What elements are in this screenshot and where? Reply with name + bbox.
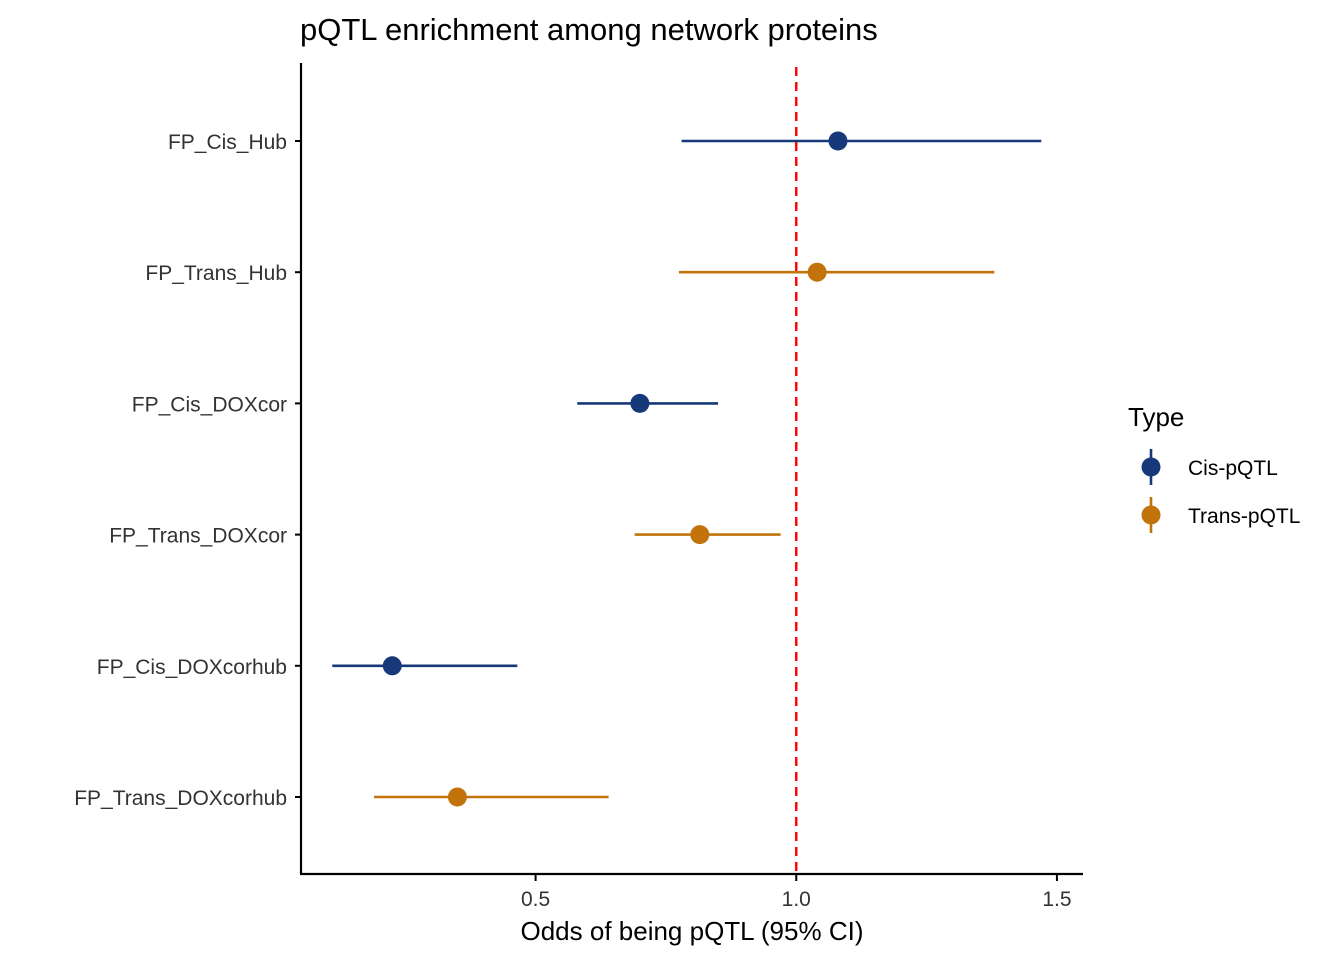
legend-key-point <box>1141 457 1161 477</box>
point-estimate <box>382 656 402 676</box>
legend-label: Cis-pQTL <box>1188 457 1278 480</box>
legend-title: Type <box>1128 402 1184 432</box>
x-tick-label: 1.5 <box>1042 888 1071 911</box>
y-tick-label: FP_Cis_DOXcorhub <box>97 656 287 679</box>
legend-key-point <box>1141 505 1161 525</box>
x-axis-title: Odds of being pQTL (95% CI) <box>521 916 864 946</box>
data-layer <box>332 131 1042 807</box>
point-estimate <box>807 262 827 282</box>
y-tick-label: FP_Cis_DOXcor <box>132 393 287 416</box>
y-tick-label: FP_Trans_DOXcor <box>109 525 287 548</box>
point-estimate <box>828 131 848 151</box>
legend-label: Trans-pQTL <box>1188 505 1300 528</box>
point-estimate <box>630 393 650 413</box>
y-axis: FP_Cis_Hub FP_Trans_Hub FP_Cis_DOXcor FP_Tr… <box>74 131 301 810</box>
x-axis: 0.5 1.0 1.5 <box>521 874 1072 911</box>
legend: Type Cis-pQTL Trans-pQTL <box>1128 402 1300 533</box>
y-tick-label: FP_Cis_Hub <box>168 131 287 154</box>
y-tick-label: FP_Trans_DOXcorhub <box>74 787 287 810</box>
chart-title: pQTL enrichment among network proteins <box>300 12 878 47</box>
y-tick-label: FP_Trans_Hub <box>145 262 287 285</box>
x-tick-label: 0.5 <box>521 888 550 911</box>
x-tick-label: 1.0 <box>782 888 811 911</box>
point-estimate <box>690 525 710 545</box>
point-estimate <box>447 787 467 807</box>
